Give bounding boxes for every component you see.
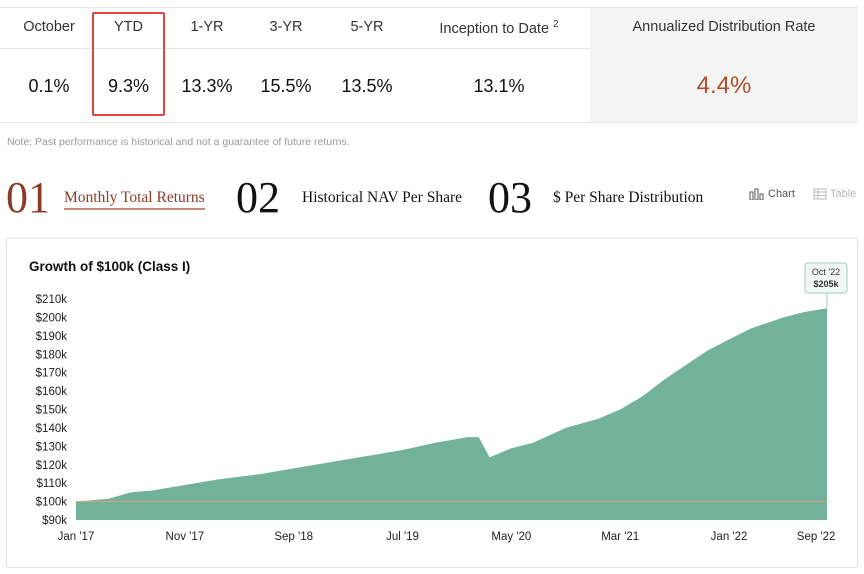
y-tick-label: $110k: [37, 478, 68, 490]
perf-label: 3-YR: [269, 19, 303, 35]
perf-label: YTD: [114, 19, 143, 35]
x-tick-label: May '20: [491, 531, 531, 543]
perf-col-1yr: 1-YR 13.3%: [168, 8, 246, 122]
y-tick-label: $130k: [36, 441, 68, 453]
table-icon: [813, 188, 827, 200]
y-tick-label: $210k: [36, 294, 68, 306]
perf-label: October: [23, 19, 75, 35]
tooltip-box: [804, 262, 848, 294]
perf-col-5yr: 5-YR 13.5%: [326, 8, 408, 122]
tab-historical-nav[interactable]: Historical NAV Per Share: [302, 189, 463, 206]
x-tick-label: Sep '22: [797, 531, 836, 543]
y-tick-label: $160k: [36, 386, 68, 398]
chart-view-button[interactable]: Chart: [749, 188, 795, 200]
y-tick-label: $140k: [36, 423, 68, 435]
chart-tabs: 01 Monthly Total Returns 02 Historical N…: [0, 172, 864, 224]
perf-value: 9.3%: [107, 76, 150, 96]
perf-col-inception: Inception to Date 2 13.1%: [408, 8, 590, 122]
bar-chart-icon: [749, 188, 764, 200]
y-tick-label: $200k: [36, 312, 68, 324]
perf-label: 5-YR: [350, 19, 384, 35]
x-tick-label: Jul '19: [386, 531, 419, 543]
perf-label: 1-YR: [190, 19, 224, 35]
x-tick-label: Sep '18: [274, 531, 313, 543]
y-tick-label: $190k: [36, 331, 68, 343]
performance-table: October 0.1% YTD 9.3% 1-YR 13.3% 3-YR 15…: [0, 7, 858, 123]
perf-col-3yr: 3-YR 15.5%: [246, 8, 326, 122]
distribution-rate-panel: Annualized Distribution Rate 4.4%: [590, 8, 858, 122]
growth-area: [76, 308, 827, 520]
y-tick-label: $90k: [42, 515, 67, 527]
chart-view-label: Chart: [768, 188, 795, 200]
x-tick-label: Jan '17: [58, 531, 95, 543]
chart-title: Growth of $100k (Class I): [29, 259, 191, 274]
perf-value: 13.3%: [181, 76, 233, 96]
y-tick-label: $170k: [36, 368, 68, 380]
tooltip-value: $205k: [813, 279, 839, 289]
perf-col-ytd: YTD 9.3%: [92, 8, 165, 122]
table-view-button[interactable]: Table: [813, 188, 856, 200]
distribution-rate-value: 4.4%: [696, 72, 752, 99]
perf-value: 15.5%: [260, 76, 312, 96]
perf-label: Inception to Date 2: [408, 19, 590, 37]
tab-number-2[interactable]: 02: [236, 173, 280, 222]
y-tick-label: $180k: [36, 349, 68, 361]
growth-area-chart: $90k $100k $110k $120k $130k $140k $150k $160k $…: [36, 262, 848, 543]
y-tick-label: $150k: [36, 405, 68, 417]
header-divider: [0, 48, 590, 49]
y-tick-label: $120k: [36, 460, 68, 472]
tooltip-date: Oct '22: [812, 267, 840, 277]
tab-per-share-distribution[interactable]: $ Per Share Distribution: [553, 189, 704, 206]
tab-number-1[interactable]: 01: [6, 173, 50, 222]
x-tick-label: Mar '21: [601, 531, 639, 543]
perf-value: 0.1%: [28, 76, 70, 96]
perf-value: 13.5%: [341, 76, 393, 96]
tab-monthly-total-returns[interactable]: Monthly Total Returns: [64, 189, 205, 210]
distribution-rate-label: Annualized Distribution Rate: [632, 19, 816, 35]
growth-chart-card: Growth of $100k (Class I) $90k $100k $110k…: [6, 238, 858, 568]
x-tick-label: Jan '22: [711, 531, 748, 543]
footnote-marker[interactable]: 2: [553, 19, 559, 30]
disclaimer-note: Note: Past performance is historical and…: [7, 136, 350, 148]
x-tick-label: Nov '17: [166, 531, 205, 543]
ytd-highlight-box: [92, 12, 165, 116]
perf-value: 13.1%: [473, 76, 525, 96]
y-tick-label: $100k: [36, 497, 68, 509]
table-view-label: Table: [830, 188, 857, 200]
perf-label-text: Inception to Date: [439, 21, 550, 37]
tab-number-3[interactable]: 03: [488, 173, 532, 222]
perf-col-october: October 0.1%: [0, 8, 98, 122]
